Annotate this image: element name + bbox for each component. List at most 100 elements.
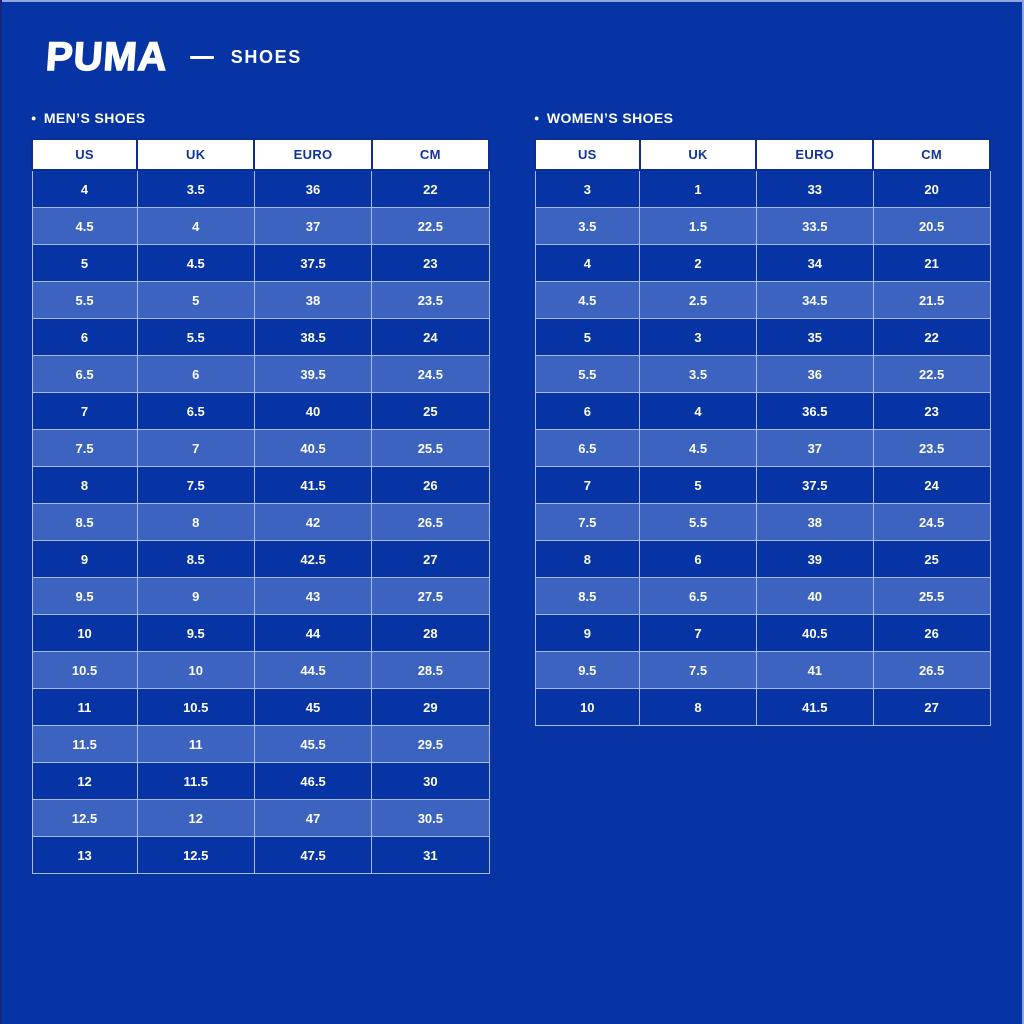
column-header-us: US — [534, 138, 641, 171]
table-cell: 10.5 — [31, 651, 138, 689]
table-cell: 8.5 — [534, 577, 641, 615]
table-cell: 1 — [639, 169, 757, 208]
table-cell: 8 — [136, 503, 255, 541]
table-cell: 40.5 — [755, 614, 874, 652]
table-cell: 34 — [755, 244, 874, 282]
table-cell: 6.5 — [31, 355, 138, 393]
table-cell: 26 — [872, 614, 991, 652]
table-cell: 8 — [31, 466, 138, 504]
table-cell: 5 — [534, 318, 641, 356]
table-row: 9.5 7.5 41 26.5 — [534, 651, 991, 689]
bullet-icon: ● — [31, 113, 37, 123]
table-cell: 7.5 — [31, 429, 138, 467]
table-row: 3.5 1.5 33.5 20.5 — [534, 207, 991, 245]
table-cell: 25 — [872, 540, 991, 578]
table-cell: 47.5 — [253, 836, 373, 874]
table-row: 3 1 33 20 — [534, 169, 991, 208]
table-cell: 1.5 — [639, 207, 757, 245]
table-cell: 3.5 — [639, 355, 757, 393]
table-cell: 37 — [755, 429, 874, 467]
table-cell: 9 — [136, 577, 255, 615]
table-cell: 10 — [136, 651, 255, 689]
table-cell: 39.5 — [253, 355, 373, 393]
table-cell: 7 — [31, 392, 138, 430]
table-cell: 5.5 — [534, 355, 641, 393]
table-cell: 25 — [371, 392, 490, 430]
table-cell: 5 — [136, 281, 255, 319]
table-cell: 23 — [872, 392, 991, 430]
table-cell: 7 — [534, 466, 641, 504]
table-cell: 9 — [31, 540, 138, 578]
table-cell: 42 — [253, 503, 373, 541]
section-label-text: WOMEN’S SHOES — [546, 110, 674, 126]
table-cell: 37.5 — [755, 466, 874, 504]
mens-section-label: ● MEN’S SHOES — [31, 110, 490, 127]
table-row: 12.5 12 47 30.5 — [31, 799, 490, 837]
table-row: 7 5 37.5 24 — [534, 466, 991, 504]
brand-header: PUMA SHOES — [44, 34, 302, 80]
table-cell: 3.5 — [534, 207, 641, 245]
table-cell: 45 — [253, 688, 373, 726]
table-cell: 12.5 — [136, 836, 255, 874]
table-cell: 25.5 — [872, 577, 991, 615]
table-cell: 3 — [534, 169, 641, 208]
table-row: 10.5 10 44.5 28.5 — [31, 651, 490, 689]
table-cell: 38.5 — [253, 318, 373, 356]
column-header-uk: UK — [638, 138, 758, 171]
table-cell: 6 — [639, 540, 757, 578]
table-cell: 7 — [136, 429, 255, 467]
table-cell: 4.5 — [31, 207, 138, 245]
table-cell: 34.5 — [755, 281, 874, 319]
table-row: 4.5 4 37 22.5 — [31, 207, 490, 245]
table-cell: 30.5 — [371, 799, 490, 837]
table-cell: 11.5 — [136, 762, 255, 800]
table-cell: 45.5 — [253, 725, 373, 763]
table-cell: 26.5 — [371, 503, 490, 541]
table-row: 8 7.5 41.5 26 — [31, 466, 490, 504]
table-cell: 4.5 — [136, 244, 255, 282]
header-row: US UK EURO CM — [30, 138, 491, 171]
table-cell: 44 — [253, 614, 373, 652]
table-cell: 8.5 — [31, 503, 138, 541]
table-cell: 28.5 — [371, 651, 490, 689]
brand-subtitle: SHOES — [230, 47, 302, 67]
table-row: 8 6 39 25 — [534, 540, 991, 578]
table-cell: 38 — [755, 503, 874, 541]
table-cell: 5 — [31, 244, 138, 282]
table-row: 4.5 2.5 34.5 21.5 — [534, 281, 991, 319]
womens-shoes-section: ● WOMEN’S SHOES US UK EURO CM 3 1 33 20 3.5 1.5 33… — [534, 110, 991, 726]
table-cell: 10.5 — [136, 688, 255, 726]
table-cell: 36 — [253, 169, 373, 208]
table-cell: 31 — [371, 836, 490, 874]
table-row: 8.5 6.5 40 25.5 — [534, 577, 991, 615]
table-row: 6 5.5 38.5 24 — [31, 318, 490, 356]
table-cell: 5.5 — [639, 503, 757, 541]
mens-shoes-section: ● MEN’S SHOES US UK EURO CM 4 3.5 36 22 4.5 4 37 22… — [30, 110, 491, 874]
table-cell: 39 — [755, 540, 874, 578]
table-cell: 33.5 — [755, 207, 874, 245]
puma-logo: PUMA — [44, 34, 170, 79]
table-cell: 40.5 — [253, 429, 373, 467]
table-cell: 41 — [755, 651, 874, 689]
table-cell: 9.5 — [534, 651, 641, 689]
table-row: 13 12.5 47.5 31 — [31, 836, 490, 874]
table-cell: 41.5 — [755, 688, 874, 726]
table-cell: 23 — [371, 244, 490, 282]
table-cell: 22.5 — [371, 207, 490, 245]
table-cell: 24.5 — [371, 355, 490, 393]
em-dash-icon — [189, 55, 214, 59]
column-header-euro: EURO — [755, 138, 875, 171]
table-cell: 3.5 — [136, 169, 255, 208]
table-cell: 10 — [534, 688, 641, 726]
table-row: 11.5 11 45.5 29.5 — [31, 725, 490, 763]
table-cell: 29.5 — [371, 725, 490, 763]
table-cell: 5.5 — [31, 281, 138, 319]
table-row: 10 9.5 44 28 — [31, 614, 490, 652]
column-header-euro: EURO — [253, 138, 373, 171]
table-cell: 7 — [639, 614, 757, 652]
table-row: 5.5 5 38 23.5 — [31, 281, 490, 319]
table-cell: 9.5 — [136, 614, 255, 652]
column-header-cm: CM — [872, 138, 991, 171]
table-cell: 5 — [639, 466, 757, 504]
column-header-cm: CM — [370, 138, 491, 171]
